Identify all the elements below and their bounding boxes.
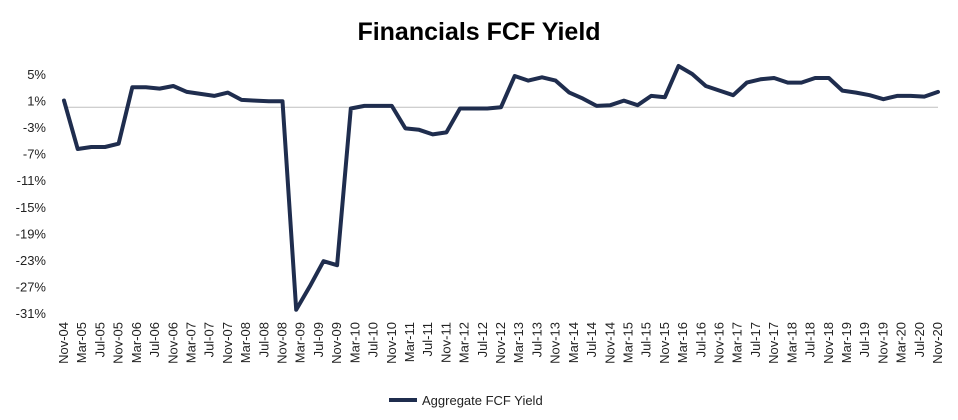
x-tick-label: Nov-20 — [930, 322, 945, 364]
x-tick-label: Mar-07 — [183, 322, 198, 363]
x-tick-label: Mar-18 — [784, 322, 799, 363]
legend: Aggregate FCF Yield — [389, 393, 543, 408]
x-tick-label: Jul-19 — [857, 322, 872, 357]
series-line — [62, 64, 940, 312]
x-tick-label: Nov-12 — [493, 322, 508, 364]
y-tick-label: -27% — [16, 279, 47, 294]
x-tick-label: Mar-13 — [511, 322, 526, 363]
x-tick-label: Mar-17 — [730, 322, 745, 363]
x-tick-label: Jul-12 — [475, 322, 490, 357]
x-tick-label: Jul-11 — [420, 322, 435, 356]
x-tick-label: Jul-06 — [147, 322, 162, 357]
x-tick-label: Mar-19 — [839, 322, 854, 363]
x-tick-label: Nov-18 — [821, 322, 836, 364]
y-tick-label: -23% — [16, 253, 47, 268]
x-tick-label: Mar-12 — [457, 322, 472, 363]
x-tick-label: Jul-17 — [748, 322, 763, 357]
legend-label: Aggregate FCF Yield — [422, 393, 543, 408]
x-tick-label: Mar-11 — [402, 322, 417, 362]
x-tick-label: Nov-15 — [657, 322, 672, 364]
x-tick-label: Nov-16 — [712, 322, 727, 364]
y-tick-label: 1% — [27, 94, 46, 109]
x-tick-label: Nov-13 — [548, 322, 563, 364]
y-tick-label: -3% — [23, 120, 47, 135]
x-tick-label: Jul-20 — [912, 322, 927, 357]
x-tick-label: Jul-05 — [92, 322, 107, 357]
x-tick-label: Nov-05 — [111, 322, 126, 364]
y-tick-label: -15% — [16, 200, 47, 215]
x-tick-label: Nov-10 — [384, 322, 399, 364]
x-tick-label: Mar-10 — [347, 322, 362, 363]
x-tick-label: Jul-14 — [584, 322, 599, 357]
x-tick-label: Jul-16 — [693, 322, 708, 357]
y-tick-label: -11% — [17, 173, 47, 188]
x-tick-label: Jul-07 — [202, 322, 217, 357]
x-tick-label: Nov-19 — [875, 322, 890, 364]
y-tick-label: -19% — [16, 226, 47, 241]
x-tick-label: Jul-13 — [529, 322, 544, 357]
y-tick-label: 5% — [27, 67, 46, 82]
x-tick-label: Mar-14 — [566, 322, 581, 363]
x-tick-label: Mar-05 — [74, 322, 89, 363]
x-tick-label: Nov-08 — [275, 322, 290, 364]
x-tick-label: Nov-07 — [220, 322, 235, 364]
y-axis-labels: 5% 1% -3% -7% -11% -15% -19% -23% -27% -31% — [16, 67, 47, 321]
x-tick-label: Mar-15 — [620, 322, 635, 363]
x-tick-label: Jul-18 — [803, 322, 818, 357]
x-axis-labels: Nov-04 Mar-05 Jul-05 Nov-05 Mar-06 Jul-06 Nov-… — [56, 322, 945, 364]
x-tick-label: Nov-17 — [766, 322, 781, 364]
plot-series — [62, 64, 940, 312]
x-tick-label: Nov-06 — [165, 322, 180, 364]
x-tick-label: Jul-10 — [366, 322, 381, 357]
x-tick-label: Nov-11 — [438, 322, 453, 363]
x-tick-label: Nov-09 — [329, 322, 344, 364]
y-tick-label: -7% — [23, 147, 47, 162]
x-tick-label: Jul-15 — [639, 322, 654, 357]
x-tick-label: Jul-09 — [311, 322, 326, 357]
x-tick-label: Jul-08 — [256, 322, 271, 357]
x-tick-label: Nov-04 — [56, 322, 71, 364]
x-tick-label: Mar-08 — [238, 322, 253, 363]
chart-title: Financials FCF Yield — [357, 18, 601, 46]
x-tick-label: Mar-06 — [129, 322, 144, 363]
y-tick-label: -31% — [16, 306, 47, 321]
x-tick-label: Mar-20 — [894, 322, 909, 363]
x-tick-label: Mar-16 — [675, 322, 690, 363]
x-tick-label: Mar-09 — [293, 322, 308, 363]
x-tick-label: Nov-14 — [602, 322, 617, 364]
